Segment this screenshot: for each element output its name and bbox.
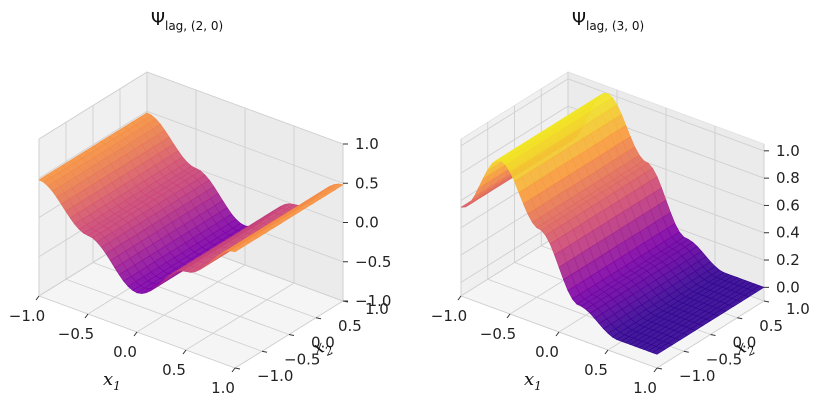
y-tick xyxy=(683,350,689,353)
y-tick-label: −1.0 xyxy=(257,367,293,385)
z-tick-label: 0.4 xyxy=(776,224,800,242)
x-tick xyxy=(457,295,462,301)
x-tick-label: −0.5 xyxy=(58,325,94,343)
x-tick-label: 1.0 xyxy=(211,379,235,397)
x-tick-label: 0.0 xyxy=(113,343,137,361)
z-tick-label: −0.5 xyxy=(355,253,391,271)
grid-y-floor xyxy=(65,278,263,352)
z-tick-label: 0.0 xyxy=(355,214,379,232)
grid-z-back xyxy=(146,110,344,184)
z-tick-label: 0.8 xyxy=(776,169,800,187)
y-tick-label: 0.5 xyxy=(338,317,362,335)
x-tick-label: −1.0 xyxy=(431,307,467,325)
y-tick-label: −1.0 xyxy=(679,367,715,385)
y-tick-label: −0.5 xyxy=(284,350,320,368)
surface-patch xyxy=(229,245,244,253)
chart-title: Ψlag, (3, 0) xyxy=(572,9,644,33)
y-tick-label: −0.5 xyxy=(706,350,742,368)
z-tick-label: −1.0 xyxy=(355,292,391,310)
y-tick xyxy=(234,367,241,370)
x-tick xyxy=(35,295,40,301)
z-tick-label: 0.0 xyxy=(776,278,800,296)
grid-z-back xyxy=(146,71,344,145)
axis-ticks: −1.0−0.50.00.51.0−1.0−0.50.00.51.0−1.0−0… xyxy=(9,135,392,397)
x-axis-label: x1 xyxy=(524,369,542,393)
grid-z-left xyxy=(38,110,148,179)
z-tick-label: 0.6 xyxy=(776,196,800,214)
x-tick-label: −0.5 xyxy=(480,325,516,343)
x-tick xyxy=(604,349,609,355)
z-tick-label: 1.0 xyxy=(355,135,379,153)
x-tick-label: 0.5 xyxy=(162,361,186,379)
x-tick xyxy=(231,367,236,373)
surface-plot-lag-3-0: −1.0−0.50.00.51.0−1.0−0.50.00.51.00.00.2… xyxy=(431,9,810,397)
grid-z-left xyxy=(460,78,569,147)
x-tick xyxy=(182,349,187,355)
x-tick-label: 0.0 xyxy=(535,343,559,361)
surface-patch xyxy=(651,347,666,355)
x-tick xyxy=(84,313,89,319)
grid-z-left xyxy=(38,71,148,140)
y-tick-label: 0.0 xyxy=(311,334,335,352)
x-axis-label: x1 xyxy=(103,369,121,393)
y-tick xyxy=(737,317,743,320)
y-tick xyxy=(656,367,663,370)
y-tick xyxy=(763,300,770,303)
y-tick xyxy=(261,350,268,353)
z-tick-label: 1.0 xyxy=(776,142,800,160)
x-tick-label: 1.0 xyxy=(633,379,657,397)
surface-mesh xyxy=(460,92,765,355)
x-tick xyxy=(506,313,511,319)
y-tick xyxy=(710,334,716,336)
chart-title: Ψlag, (2, 0) xyxy=(151,9,223,33)
x-tick xyxy=(555,331,560,337)
x-tick xyxy=(133,331,138,337)
y-tick-label: 1.0 xyxy=(365,300,389,318)
z-tick-label: 0.5 xyxy=(355,174,379,192)
y-tick xyxy=(288,334,295,336)
x-tick-label: 0.5 xyxy=(584,361,608,379)
axis-ticks: −1.0−0.50.00.51.0−1.0−0.50.00.51.00.00.2… xyxy=(431,142,810,397)
y-tick-label: 0.0 xyxy=(733,334,757,352)
y-tick-label: 1.0 xyxy=(786,300,810,318)
surface-mesh xyxy=(38,112,344,294)
z-tick-label: 0.2 xyxy=(776,251,800,269)
y-tick xyxy=(315,317,322,320)
x-tick-label: −1.0 xyxy=(9,307,45,325)
grid-z-left xyxy=(460,105,569,174)
grid-z-back xyxy=(567,78,765,152)
surface-plot-lag-2-0: −1.0−0.50.00.51.0−1.0−0.50.00.51.0−1.0−0… xyxy=(9,9,392,397)
y-tick-label: 0.5 xyxy=(759,317,783,335)
x-tick xyxy=(653,367,658,373)
